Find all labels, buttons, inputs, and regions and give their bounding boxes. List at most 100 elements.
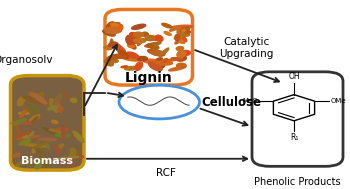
Text: RCF: RCF	[156, 168, 176, 178]
Ellipse shape	[52, 120, 58, 123]
Ellipse shape	[42, 162, 48, 166]
Ellipse shape	[23, 133, 27, 138]
Ellipse shape	[39, 138, 57, 141]
Ellipse shape	[129, 42, 134, 44]
Ellipse shape	[108, 42, 118, 48]
Ellipse shape	[70, 150, 76, 157]
Text: Phenolic Products: Phenolic Products	[254, 177, 341, 187]
Ellipse shape	[121, 66, 127, 68]
Ellipse shape	[46, 143, 50, 149]
Ellipse shape	[177, 30, 190, 36]
Ellipse shape	[106, 48, 112, 50]
Ellipse shape	[143, 59, 162, 64]
Ellipse shape	[14, 132, 31, 138]
Ellipse shape	[177, 51, 186, 57]
Ellipse shape	[176, 46, 184, 50]
Ellipse shape	[106, 27, 118, 32]
Ellipse shape	[57, 156, 79, 159]
Ellipse shape	[153, 51, 164, 55]
Ellipse shape	[181, 35, 187, 42]
Ellipse shape	[146, 36, 160, 39]
Ellipse shape	[159, 60, 164, 64]
Ellipse shape	[148, 50, 165, 56]
Ellipse shape	[154, 52, 162, 56]
Ellipse shape	[26, 158, 43, 165]
Ellipse shape	[70, 148, 75, 156]
Ellipse shape	[112, 26, 122, 32]
Ellipse shape	[72, 155, 84, 158]
Ellipse shape	[155, 60, 173, 65]
Ellipse shape	[53, 94, 62, 106]
Ellipse shape	[23, 96, 43, 103]
Ellipse shape	[180, 27, 190, 32]
Ellipse shape	[164, 32, 171, 35]
Ellipse shape	[174, 33, 184, 40]
Text: Lignin: Lignin	[125, 71, 173, 85]
Ellipse shape	[32, 145, 38, 153]
Ellipse shape	[106, 22, 115, 31]
Ellipse shape	[162, 23, 172, 28]
Ellipse shape	[15, 158, 31, 166]
Ellipse shape	[56, 101, 62, 113]
Ellipse shape	[37, 92, 44, 98]
Ellipse shape	[151, 45, 159, 50]
Ellipse shape	[20, 108, 28, 117]
Ellipse shape	[48, 104, 51, 110]
Ellipse shape	[16, 125, 20, 132]
Ellipse shape	[103, 30, 115, 36]
FancyBboxPatch shape	[252, 72, 343, 166]
Ellipse shape	[34, 94, 47, 104]
Ellipse shape	[71, 98, 76, 102]
Ellipse shape	[156, 58, 162, 60]
Ellipse shape	[16, 121, 32, 124]
Ellipse shape	[138, 38, 144, 46]
Text: Catalytic
Upgrading: Catalytic Upgrading	[219, 37, 274, 59]
Ellipse shape	[121, 57, 139, 61]
Ellipse shape	[176, 35, 179, 41]
Ellipse shape	[29, 105, 40, 112]
Ellipse shape	[126, 36, 133, 44]
Ellipse shape	[35, 163, 41, 169]
Ellipse shape	[173, 26, 184, 31]
Ellipse shape	[23, 144, 47, 147]
Ellipse shape	[10, 122, 19, 124]
Ellipse shape	[27, 132, 34, 141]
Ellipse shape	[182, 29, 190, 33]
Ellipse shape	[177, 56, 187, 61]
Ellipse shape	[163, 59, 177, 61]
Ellipse shape	[58, 127, 68, 131]
Ellipse shape	[104, 45, 114, 48]
Ellipse shape	[155, 63, 161, 67]
Ellipse shape	[35, 148, 43, 153]
Text: Organosolv: Organosolv	[0, 55, 52, 64]
Ellipse shape	[147, 44, 153, 48]
Ellipse shape	[142, 32, 148, 36]
Ellipse shape	[149, 62, 162, 71]
Ellipse shape	[63, 94, 70, 98]
Ellipse shape	[156, 64, 164, 68]
Ellipse shape	[145, 42, 161, 47]
Ellipse shape	[145, 37, 153, 40]
Ellipse shape	[19, 112, 30, 114]
Ellipse shape	[127, 43, 135, 48]
Ellipse shape	[24, 105, 33, 115]
Ellipse shape	[104, 59, 113, 66]
Ellipse shape	[54, 146, 61, 153]
Ellipse shape	[114, 45, 122, 50]
Ellipse shape	[171, 58, 183, 60]
FancyBboxPatch shape	[10, 76, 84, 170]
Ellipse shape	[41, 101, 51, 104]
Ellipse shape	[13, 153, 21, 157]
Ellipse shape	[137, 57, 147, 61]
Ellipse shape	[29, 115, 40, 122]
Ellipse shape	[13, 118, 27, 125]
Ellipse shape	[113, 60, 118, 63]
Ellipse shape	[170, 27, 177, 31]
Ellipse shape	[148, 50, 153, 52]
Ellipse shape	[163, 59, 167, 62]
Ellipse shape	[19, 140, 31, 145]
Ellipse shape	[29, 136, 40, 138]
Ellipse shape	[29, 93, 43, 100]
Ellipse shape	[154, 36, 160, 40]
Ellipse shape	[18, 97, 24, 106]
